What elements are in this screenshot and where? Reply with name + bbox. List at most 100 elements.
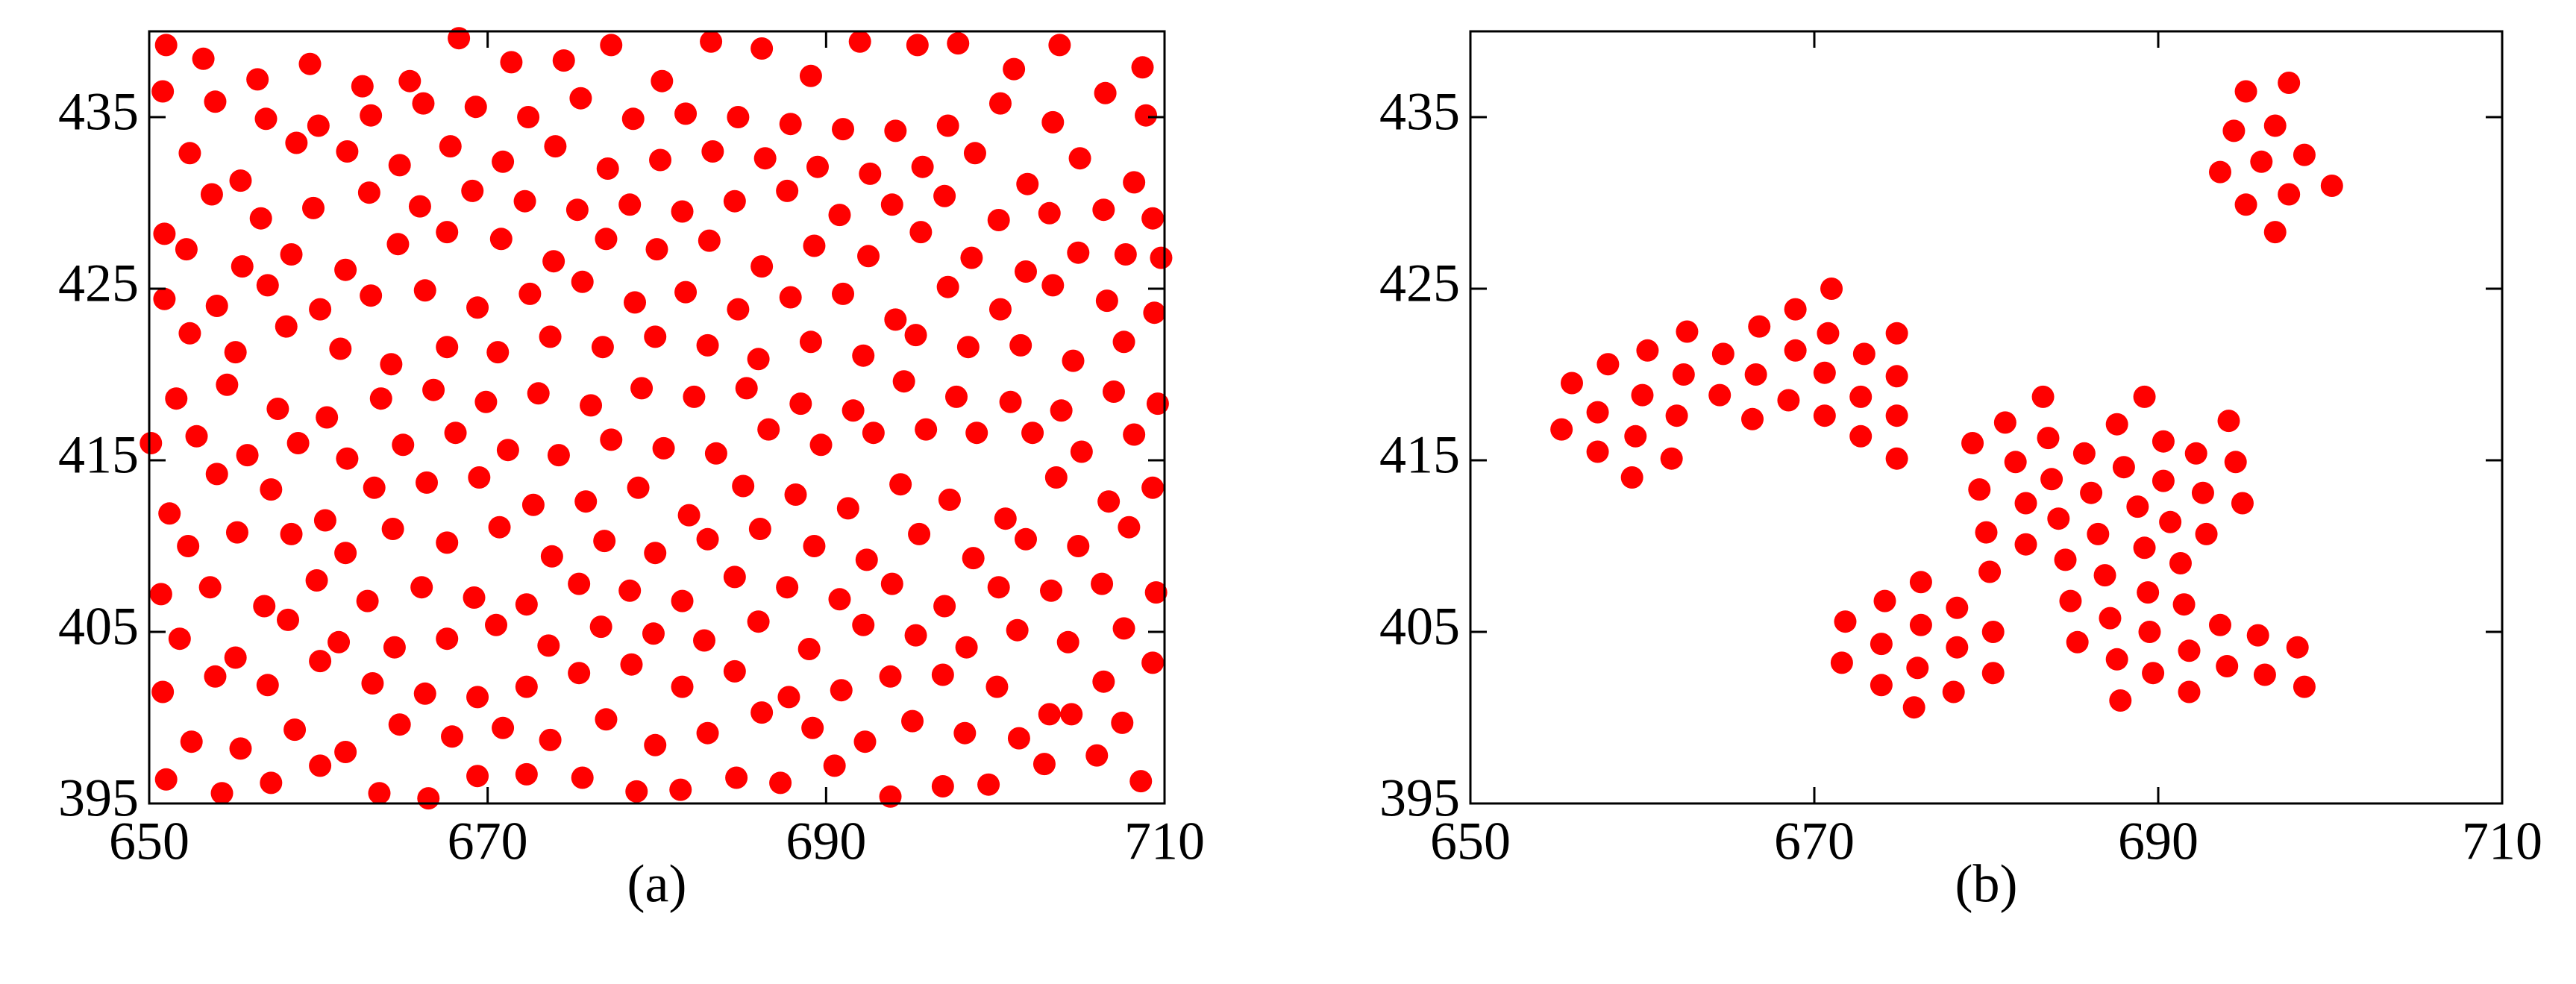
point	[1620, 466, 1643, 489]
point	[474, 390, 498, 413]
point	[254, 107, 278, 131]
point	[2222, 119, 2246, 142]
point	[436, 221, 459, 244]
point	[987, 209, 1010, 231]
x-tick-label: 690	[2118, 812, 2199, 871]
point	[198, 576, 222, 599]
point	[777, 686, 800, 709]
point	[1095, 289, 1118, 313]
point	[1968, 478, 1991, 501]
point	[630, 377, 654, 400]
point	[2169, 552, 2192, 574]
point	[2152, 430, 2175, 453]
point	[595, 228, 618, 251]
point	[696, 527, 719, 551]
point	[750, 37, 774, 60]
point	[1852, 342, 1875, 366]
point	[216, 373, 239, 396]
point	[461, 179, 484, 202]
point	[723, 565, 746, 589]
point	[2112, 456, 2135, 479]
point	[806, 155, 829, 178]
point	[356, 589, 379, 612]
point	[1946, 636, 1969, 659]
point	[1748, 315, 1771, 338]
point	[889, 473, 912, 496]
point	[1942, 680, 1965, 703]
point	[1817, 322, 1840, 345]
point	[2234, 193, 2257, 216]
plot-frame	[1469, 30, 2504, 805]
point	[2178, 680, 2201, 703]
point	[1631, 383, 1654, 407]
point	[2253, 663, 2276, 686]
point	[1885, 404, 1908, 427]
point	[580, 394, 603, 417]
point	[369, 387, 392, 410]
point	[1056, 630, 1079, 654]
point	[985, 675, 1009, 698]
point	[260, 478, 283, 501]
point	[224, 646, 247, 669]
point	[413, 279, 436, 302]
point	[1981, 621, 2005, 643]
point	[1711, 342, 1734, 366]
point	[1068, 147, 1091, 170]
point	[909, 221, 933, 244]
point	[1870, 674, 1893, 697]
point	[789, 392, 812, 416]
point	[2105, 413, 2128, 436]
point	[2208, 613, 2231, 636]
point	[698, 229, 721, 252]
point	[1981, 662, 2005, 685]
point	[309, 754, 332, 777]
x-tick-label: 650	[109, 812, 189, 871]
panel-label: (a)	[627, 854, 687, 914]
point	[569, 87, 592, 110]
point	[328, 630, 351, 654]
point	[2293, 143, 2316, 166]
point	[486, 341, 510, 364]
point	[1885, 447, 1908, 470]
point	[416, 471, 439, 494]
point	[180, 730, 203, 753]
point	[2066, 630, 2089, 654]
point	[644, 325, 667, 348]
point	[492, 150, 515, 173]
point	[1014, 527, 1037, 551]
point	[1586, 440, 1609, 463]
point	[748, 518, 771, 540]
point	[671, 589, 694, 612]
point	[386, 233, 410, 256]
point	[828, 588, 851, 611]
point	[962, 547, 985, 570]
point	[2047, 507, 2070, 530]
point	[466, 686, 489, 709]
point	[2178, 639, 2201, 662]
point	[2191, 481, 2214, 504]
point	[515, 593, 538, 616]
y-tick-label: 415	[1379, 425, 1460, 485]
point	[1141, 207, 1165, 230]
point	[879, 665, 902, 688]
point	[936, 275, 959, 298]
point	[803, 535, 826, 557]
point	[2133, 536, 2156, 560]
point	[185, 424, 208, 448]
point	[1123, 171, 1146, 194]
point	[904, 624, 927, 647]
point	[256, 674, 279, 697]
point	[693, 629, 716, 652]
point	[2014, 533, 2037, 556]
point	[2234, 80, 2257, 103]
y-tick-label: 425	[58, 254, 139, 313]
point	[862, 422, 885, 445]
point	[2184, 442, 2207, 465]
point	[931, 775, 954, 797]
point	[1870, 633, 1893, 656]
point	[595, 708, 618, 731]
point	[2216, 655, 2239, 677]
point	[441, 725, 464, 748]
point	[859, 162, 882, 185]
point	[901, 709, 924, 733]
